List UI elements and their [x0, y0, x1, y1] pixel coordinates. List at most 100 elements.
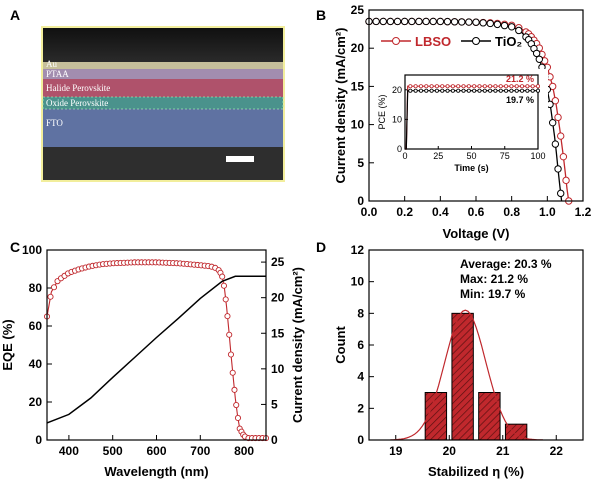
jv-x-tick-label: 0.8 — [503, 205, 520, 219]
inset-point — [488, 88, 493, 93]
inset-point — [477, 88, 482, 93]
eqe-y-axis-label: EQE (%) — [0, 319, 15, 370]
eqe-y-tick-label: 100 — [22, 243, 42, 257]
inset-point — [472, 88, 477, 93]
layer-ptaa — [43, 69, 283, 79]
jv-point — [400, 17, 409, 26]
panel-b: B — [316, 7, 326, 23]
jv-legend: LBSO TiO₂ — [381, 34, 522, 49]
eqe-x-tick-label: 600 — [146, 444, 166, 458]
eqe-point — [50, 284, 58, 291]
hist-bar — [451, 312, 474, 441]
inset-point — [514, 88, 519, 93]
inset-point — [488, 84, 493, 89]
hist-y-tick-label: 4 — [357, 370, 364, 384]
inset-point — [525, 84, 530, 89]
jv-point — [532, 49, 541, 58]
jv-point — [472, 18, 480, 26]
eqe-y2-tick-label: 0 — [271, 433, 278, 447]
jv-y-axis-label: Current density (mA/cm²) — [333, 27, 348, 183]
inset-label-lbso: 21.2 % — [506, 74, 534, 84]
jv-y-tick-label: 10 — [351, 118, 365, 132]
inset-point — [450, 88, 455, 93]
jv-point — [386, 17, 395, 26]
inset-point — [472, 84, 477, 89]
inset-point — [408, 84, 413, 89]
stats-annotation: Min: 19.7 % — [460, 287, 526, 301]
label-ptaa: PTAA — [46, 69, 69, 79]
inset-y-tick-label: 0 — [397, 144, 402, 154]
eqe-y-tick-label: 20 — [29, 395, 43, 409]
inset-background — [375, 69, 548, 181]
hist-x-tick-label: 20 — [443, 444, 457, 458]
jv-point — [559, 152, 568, 161]
jv-point — [486, 19, 494, 28]
legend-swatch-marker — [472, 37, 480, 45]
eqe-point — [226, 331, 233, 338]
inset-x-tick-label: 50 — [466, 151, 476, 161]
eqe-y2-tick-label: 20 — [271, 291, 285, 305]
jv-point — [479, 19, 487, 27]
eqe-y-tick-label: 40 — [29, 357, 43, 371]
jv-x-tick-label: 0.0 — [361, 205, 378, 219]
stats-annotation: Average: 20.3 % — [460, 257, 552, 271]
hist-plot-frame — [368, 249, 584, 441]
inset-point — [466, 84, 471, 89]
label-au: Au — [46, 59, 57, 69]
inset-point — [520, 84, 525, 89]
inset-point — [450, 84, 455, 89]
gaussian-fit-line — [390, 309, 543, 441]
inset-point — [418, 84, 423, 89]
inset-point — [493, 84, 498, 89]
eqe-y2-tick-label: 5 — [271, 397, 278, 411]
jv-point — [429, 17, 437, 26]
eqe-point — [224, 313, 231, 320]
jv-point — [557, 189, 565, 198]
scale-bar — [226, 156, 254, 162]
inset-point — [445, 88, 450, 93]
eqe-line — [46, 261, 266, 439]
jv-chart: 0.0 0.2 0.4 0.6 0.8 1.0 1.2 0 5 10 15 20 25 Voltage (… — [333, 3, 592, 241]
inset-point — [530, 88, 535, 93]
eqe-point — [222, 296, 229, 303]
layer-oxide-perovskite — [43, 97, 283, 109]
jv-y-tick-label: 25 — [351, 3, 365, 17]
inset-label-tio2: 19.7 % — [506, 95, 534, 105]
eqe-y2-axis-label: Current density (mA/cm²) — [290, 267, 305, 423]
inset-point — [418, 88, 423, 93]
eqe-y-tick-label: 80 — [29, 281, 43, 295]
inset-point — [456, 84, 461, 89]
inset-x-tick-label: 25 — [433, 151, 443, 161]
jv-point — [554, 165, 562, 173]
inset-point — [461, 88, 466, 93]
hist-y-tick-label: 10 — [351, 275, 365, 289]
jv-point — [372, 17, 380, 26]
inset-point — [498, 88, 503, 93]
eqe-point — [231, 386, 238, 393]
inset-point — [525, 88, 530, 93]
jv-point — [415, 17, 423, 26]
eqe-y2-tick-label: 15 — [271, 326, 285, 340]
inset-point — [536, 88, 541, 93]
integrated-current-line — [46, 275, 266, 424]
inset-point — [461, 84, 466, 89]
jv-plot-frame — [368, 9, 584, 202]
jv-point — [422, 17, 430, 26]
pce-inset: 0 25 50 75 100 0 10 20 Time (s) PCE (%) 21.2 % 19.7… — [375, 69, 548, 181]
inset-point — [466, 88, 471, 93]
layer-glass — [43, 147, 283, 180]
eqe-y2-tick-label: 10 — [271, 362, 285, 376]
jv-point — [493, 20, 502, 29]
inset-x-tick-label: 75 — [500, 151, 510, 161]
hist-y-tick-label: 0 — [357, 433, 364, 447]
jv-point — [393, 17, 402, 26]
jv-y-tick-label: 20 — [351, 41, 365, 55]
panel-label-d: D — [316, 239, 326, 255]
jv-point — [551, 140, 560, 148]
inset-point — [504, 88, 509, 93]
jv-point — [458, 18, 466, 26]
jv-x-tick-label: 0.4 — [432, 205, 449, 219]
inset-point — [445, 84, 450, 89]
stats-annotation: Max: 21.2 % — [460, 272, 528, 286]
